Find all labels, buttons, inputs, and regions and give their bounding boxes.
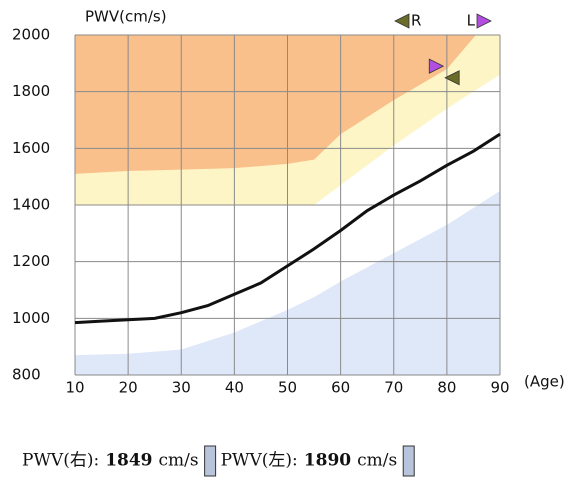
overlay — [74, 34, 501, 376]
x-tick-label: 40 — [225, 379, 244, 397]
legend-marker — [476, 13, 492, 29]
footer-value: 1849 — [105, 451, 152, 471]
x-tick-label: 20 — [119, 379, 138, 397]
footer-unit: cm/s — [159, 451, 199, 471]
y-tick-label: 1400 — [12, 196, 50, 214]
marker — [444, 70, 460, 86]
legend-marker — [394, 13, 410, 29]
indicator-box — [402, 445, 415, 477]
y-tick-label: 800 — [12, 366, 41, 384]
x-tick-label: 90 — [490, 379, 509, 397]
x-tick-label: 50 — [278, 379, 297, 397]
y-axis-label: PWV(cm/s) — [85, 8, 167, 26]
legend-label: L — [467, 12, 476, 30]
x-tick-label: 70 — [384, 379, 403, 397]
footer-value: 1890 — [304, 451, 351, 471]
footer-label: PWV(右): — [22, 451, 99, 471]
x-tick-label: 60 — [331, 379, 350, 397]
legend-label: R — [411, 12, 421, 30]
y-tick-label: 2000 — [12, 26, 50, 44]
footer-label: PWV(左): — [221, 451, 298, 471]
indicator-box — [204, 445, 217, 477]
x-tick-label: 30 — [172, 379, 191, 397]
line — [74, 132, 501, 325]
y-tick-label: 1200 — [12, 252, 50, 270]
region — [75, 35, 476, 174]
footer-unit: cm/s — [357, 451, 397, 471]
y-tick-label: 1000 — [12, 309, 50, 327]
x-tick-label: 10 — [65, 379, 84, 397]
y-tick-label: 1600 — [12, 139, 50, 157]
x-axis-label: (Age) — [524, 373, 565, 391]
marker — [428, 58, 445, 74]
y-tick-label: 1800 — [12, 82, 50, 100]
x-tick-label: 80 — [437, 379, 456, 397]
